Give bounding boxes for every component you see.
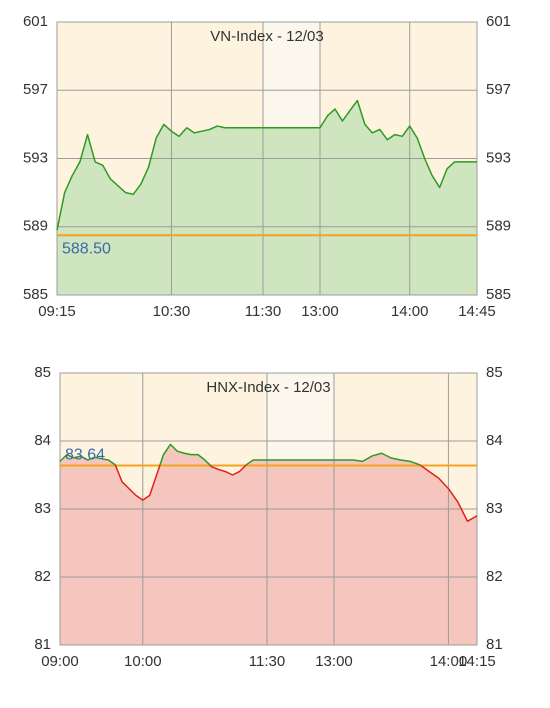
price-line <box>56 99 477 231</box>
y-tick-label: 601 <box>23 13 48 30</box>
x-tick-label: 09:15 <box>38 303 76 320</box>
reference-label: 588.50 <box>62 241 111 258</box>
x-tick-label: 14:00 <box>430 653 468 670</box>
y2-tick-label: 585 <box>486 286 511 303</box>
x-tick-label: 13:00 <box>315 653 353 670</box>
price-line <box>59 443 478 522</box>
x-tick-label: 11:30 <box>249 653 285 670</box>
y-tick-label: 81 <box>34 636 51 653</box>
y2-tick-label: 601 <box>486 13 511 30</box>
y2-tick-label: 589 <box>486 218 511 235</box>
y2-tick-label: 85 <box>486 364 503 381</box>
chart-title: VN-Index - 12/03 <box>210 28 323 45</box>
y-tick-label: 83 <box>34 500 51 517</box>
x-tick-label: 14:45 <box>458 303 496 320</box>
x-tick-label: 11:30 <box>245 303 281 320</box>
y2-tick-label: 83 <box>486 500 503 517</box>
reference-label: 83.64 <box>65 447 105 464</box>
y2-tick-label: 82 <box>486 568 503 585</box>
y2-tick-label: 81 <box>486 636 503 653</box>
plot-border <box>59 372 478 646</box>
plot-border <box>56 21 478 296</box>
x-tick-label: 09:00 <box>41 653 79 670</box>
x-tick-label: 14:00 <box>391 303 429 320</box>
y2-tick-label: 597 <box>486 81 511 98</box>
x-tick-label: 10:00 <box>124 653 162 670</box>
x-tick-label: 10:30 <box>153 303 191 320</box>
y2-tick-label: 593 <box>486 149 511 166</box>
x-tick-label: 14:15 <box>458 653 496 670</box>
area <box>57 100 477 296</box>
y2-tick-label: 84 <box>486 432 503 449</box>
y-tick-label: 589 <box>23 218 48 235</box>
y-tick-label: 593 <box>23 149 48 166</box>
y-tick-label: 82 <box>34 568 51 585</box>
area <box>60 444 477 645</box>
y-tick-label: 85 <box>34 364 51 381</box>
y-tick-label: 84 <box>34 432 51 449</box>
y-tick-label: 597 <box>23 81 48 98</box>
x-tick-label: 13:00 <box>301 303 339 320</box>
y-tick-label: 585 <box>23 286 48 303</box>
chart-title: HNX-Index - 12/03 <box>206 379 330 396</box>
